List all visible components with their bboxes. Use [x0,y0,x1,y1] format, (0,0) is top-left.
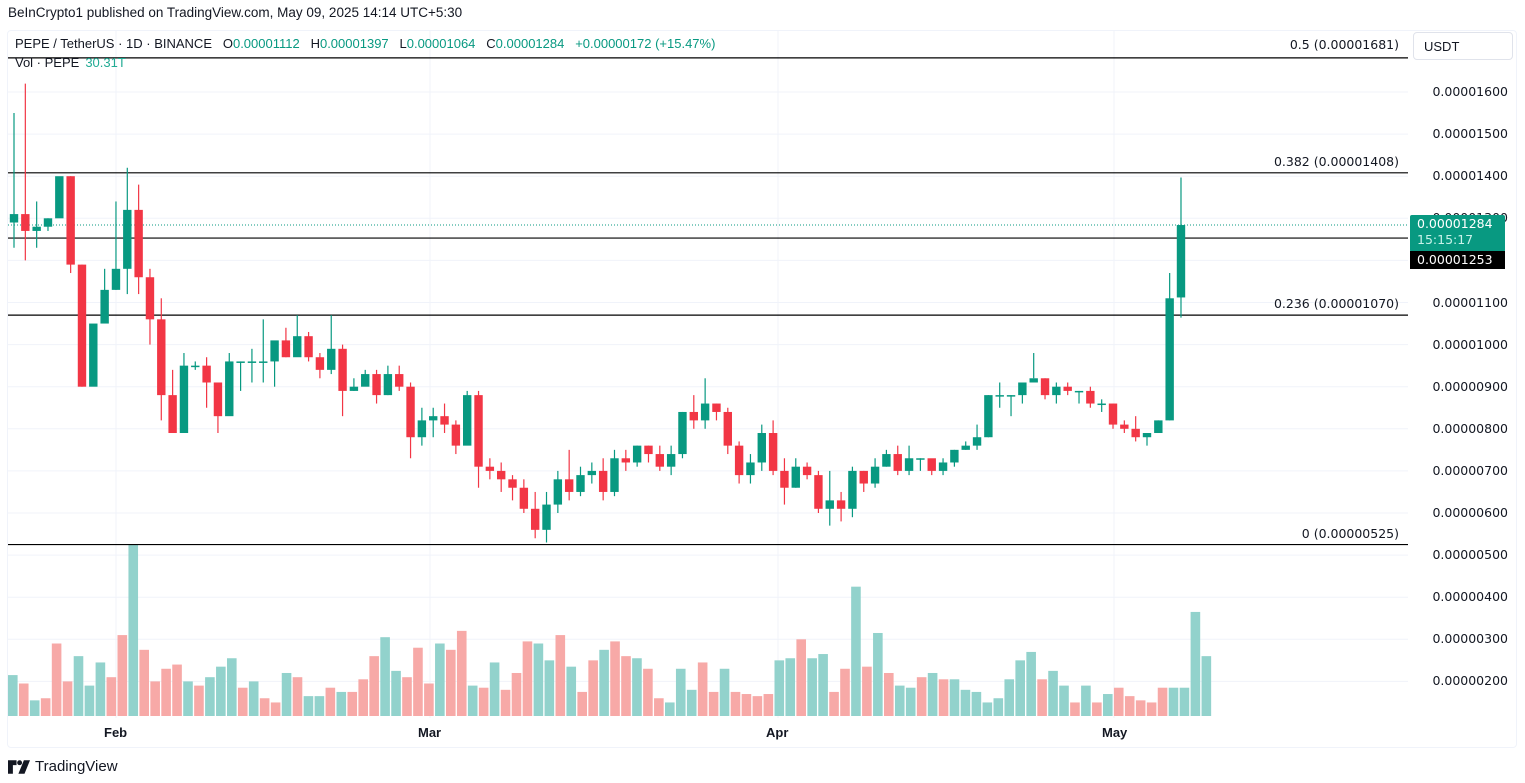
fib-level-label: 0.236 (0.00001070) [1273,296,1399,312]
published-caption: BeInCrypto1 published on TradingView.com… [8,5,463,20]
fib-level-label: 0.5 (0.00001681) [1289,37,1399,52]
fib-level-label: 0.382 (0.00001408) [1273,153,1399,169]
volume-value: 30.31T [85,55,126,70]
high-value: 0.00001397 [319,36,389,51]
last-price-value: 0.00001284 [1417,216,1493,231]
symbol-name[interactable]: PEPE / TetherUS · 1D · BINANCE [15,36,212,51]
price-axis-tick: 0.00000800 [1432,420,1508,436]
high-label: H [310,36,320,51]
close-label: C [486,36,496,51]
chart-frame[interactable] [7,30,1517,748]
volume-label: Vol · PEPE [15,55,80,70]
price-axis-tick: 0.00000600 [1432,505,1508,520]
ref-price-tag: 0.00001253 [1410,251,1505,269]
price-axis-tick: 0.00001500 [1432,126,1508,142]
tradingview-logo-icon [8,759,30,774]
tradingview-logo-text: TradingView [35,758,118,775]
price-axis-tick: 0.00000500 [1432,547,1508,563]
fib-level-label: 0 (0.00000525) [1301,525,1399,541]
time-axis-feb: Feb [104,725,128,740]
open-label: O [222,36,233,51]
time-axis-may: May [1102,725,1128,740]
price-axis-tick: 0.00000700 [1432,462,1508,478]
bar-countdown: 15:15:17 [1417,232,1474,247]
price-axis-tick: 0.00001000 [1432,336,1508,352]
price-axis-tick: 0.00001400 [1432,168,1508,184]
price-axis-tick: 0.00000900 [1432,378,1508,394]
time-axis-apr: Apr [766,725,789,740]
symbol-legend: PEPE / TetherUS · 1D · BINANCE O0.000011… [15,36,715,51]
last-price-tag: 0.00001284 15:15:17 [1410,215,1505,252]
price-axis-tick: 0.00000200 [1432,673,1508,689]
price-axis-tick: 0.00001600 [1432,84,1508,99]
time-axis-mar: Mar [418,725,442,740]
low-value: 0.00001064 [406,36,476,51]
low-label: L [399,36,407,51]
change-value: +0.00000172 (+15.47%) [575,36,716,51]
price-axis-tick: 0.00001100 [1432,294,1508,310]
tradingview-branding[interactable]: TradingView [8,758,118,775]
price-axis-tick: 0.00000400 [1432,589,1508,605]
close-value: 0.00001284 [495,36,565,51]
price-axis-tick: 0.00000300 [1432,631,1508,647]
currency-selector[interactable]: USDT [1413,32,1513,60]
volume-legend[interactable]: Vol · PEPE 30.31T [15,55,126,70]
open-value: 0.00001112 [232,36,300,51]
